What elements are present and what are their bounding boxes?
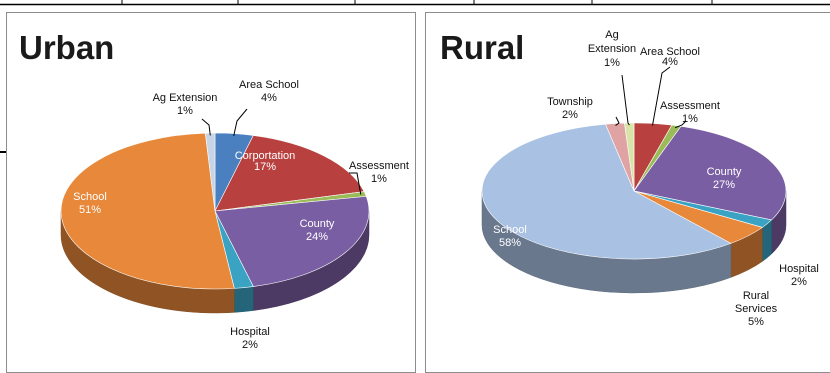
pie-slice-ag-extension (624, 122, 635, 192)
leader-line-ag-extension (201, 118, 211, 136)
pie-sides (60, 210, 370, 314)
slice-value-corportation: 17% (254, 161, 276, 173)
top-border-strip (0, 0, 830, 6)
urban-pie-chart: Area School 4% Corportation 17% Assessment 1%… (60, 79, 409, 351)
slice-label-assessment: Assessment 1% (660, 100, 720, 125)
leader-line-area-school (651, 66, 671, 126)
urban-chart-title: Urban (19, 29, 115, 66)
slice-label-assessment: Assessment 1% (349, 160, 409, 185)
slice-value-ag-extension: 1% (604, 57, 620, 69)
slice-value-assessment: 1% (371, 173, 387, 185)
leader-line-area-school (233, 108, 248, 137)
slice-value-county: 24% (306, 231, 328, 243)
slice-label-school: School 58% (493, 224, 527, 249)
left-tick-mark (0, 151, 6, 153)
leader-line-ag-extension (621, 74, 630, 126)
slice-value-township: 2% (562, 109, 578, 121)
slice-label-ag-extension: Ag Extension 1% (588, 29, 636, 69)
slice-label-area-school: Area School 4% (640, 46, 700, 68)
slice-label-hospital: Hospital 2% (230, 326, 270, 351)
slice-label-county: County 24% (300, 218, 335, 243)
pie-top (60, 132, 370, 290)
leader-line-assessment (349, 172, 362, 195)
pie-slice-county (214, 196, 370, 287)
slice-value-ag-extension: 1% (177, 105, 193, 117)
slice-label-hospital: Hospital 2% (779, 263, 819, 288)
slice-label-area-school: Area School 4% (239, 79, 299, 104)
slice-value-hospital: 2% (791, 276, 807, 288)
slice-value-assessment: 1% (682, 113, 698, 125)
pie-slice-school (481, 123, 732, 260)
slice-value-school: 58% (499, 237, 521, 249)
rural-pie-chart: Area School 4% Assessment 1% County 27% Hospit… (481, 29, 819, 328)
pie-side-hospital (234, 286, 254, 313)
rural-chart-title: Rural (440, 29, 525, 66)
rural-chart-panel: Area School 4% Assessment 1% County 27% Hospit… (425, 12, 830, 373)
slice-value-hospital: 2% (242, 339, 258, 351)
data-labels: Area School 4% Corportation 17% Assessment 1%… (73, 79, 409, 351)
slice-label-corportation: Corportation 17% (235, 150, 296, 173)
leader-line-township (615, 116, 620, 126)
slice-value-school: 51% (79, 204, 101, 216)
pie-slice-school (60, 132, 235, 290)
data-labels: Area School 4% Assessment 1% County 27% Hospit… (493, 29, 819, 328)
pie-slice-county (633, 126, 787, 221)
slice-value-county: 27% (713, 179, 735, 191)
slice-label-rural-services: Rural Services 5% (735, 290, 778, 328)
leader-line-assessment (674, 120, 687, 129)
slice-label-ag-extension: Ag Extension 1% (153, 92, 218, 117)
slice-label-township: Township 2% (547, 96, 593, 121)
urban-chart-panel: Area School 4% Corportation 17% Assessment 1%… (6, 12, 416, 373)
slice-label-school: School 51% (73, 191, 107, 216)
pie-top (481, 122, 787, 260)
pie-slice-corportation (214, 135, 365, 212)
slice-value-area-school: 4% (261, 92, 277, 104)
slice-value-rural-services: 5% (748, 316, 764, 328)
slice-value-area-school: 4% (662, 56, 678, 68)
slice-label-county: County 27% (707, 166, 742, 191)
pie-sides (481, 190, 787, 294)
